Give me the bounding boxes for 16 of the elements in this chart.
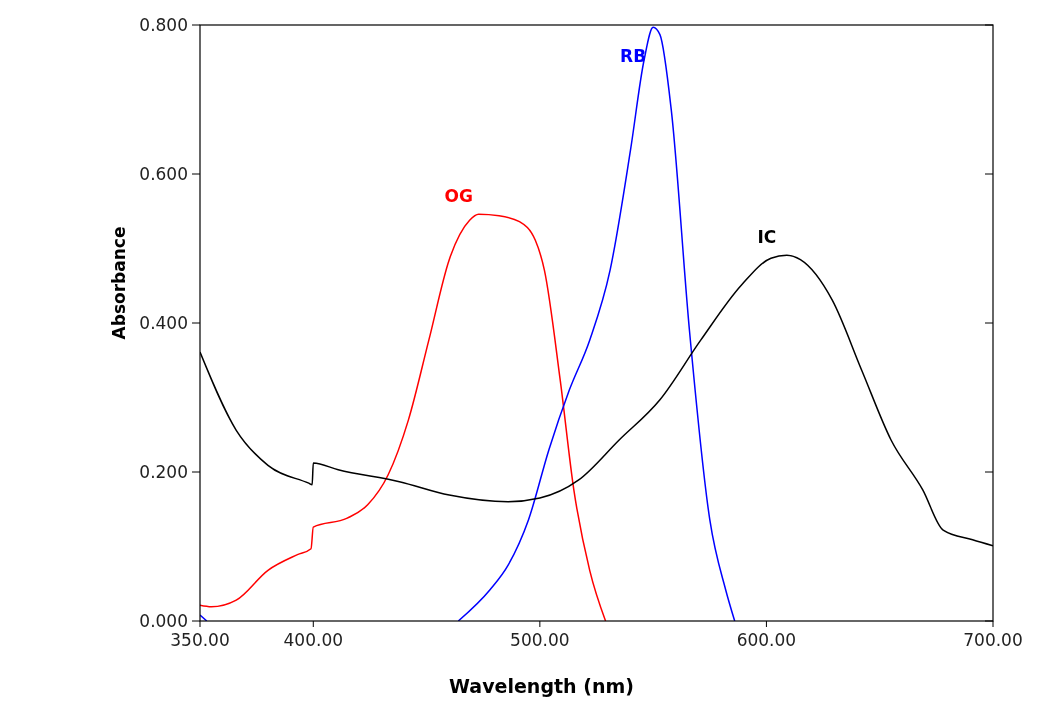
x-tick-label: 400.00: [283, 630, 344, 650]
x-tick-label: 700.00: [963, 630, 1023, 650]
x-tick-label: 500.00: [510, 630, 570, 650]
y-tick-label: 0.000: [139, 611, 188, 631]
line-series: [200, 213, 607, 621]
y-tick-label: 0.600: [139, 164, 188, 184]
y-tick-label: 0.400: [139, 313, 188, 333]
x-tick-label: 350.00: [170, 630, 230, 650]
series-label: OG: [444, 186, 473, 207]
series-label: IC: [757, 227, 777, 248]
x-axis-title: Wavelength (nm): [449, 675, 634, 697]
x-tick-label: 600.00: [736, 630, 797, 650]
y-tick-label: 0.200: [139, 462, 188, 482]
y-tick-label: 0.800: [139, 15, 188, 35]
series-label: RB: [620, 46, 647, 67]
y-axis-title: Absorbance: [109, 226, 129, 340]
